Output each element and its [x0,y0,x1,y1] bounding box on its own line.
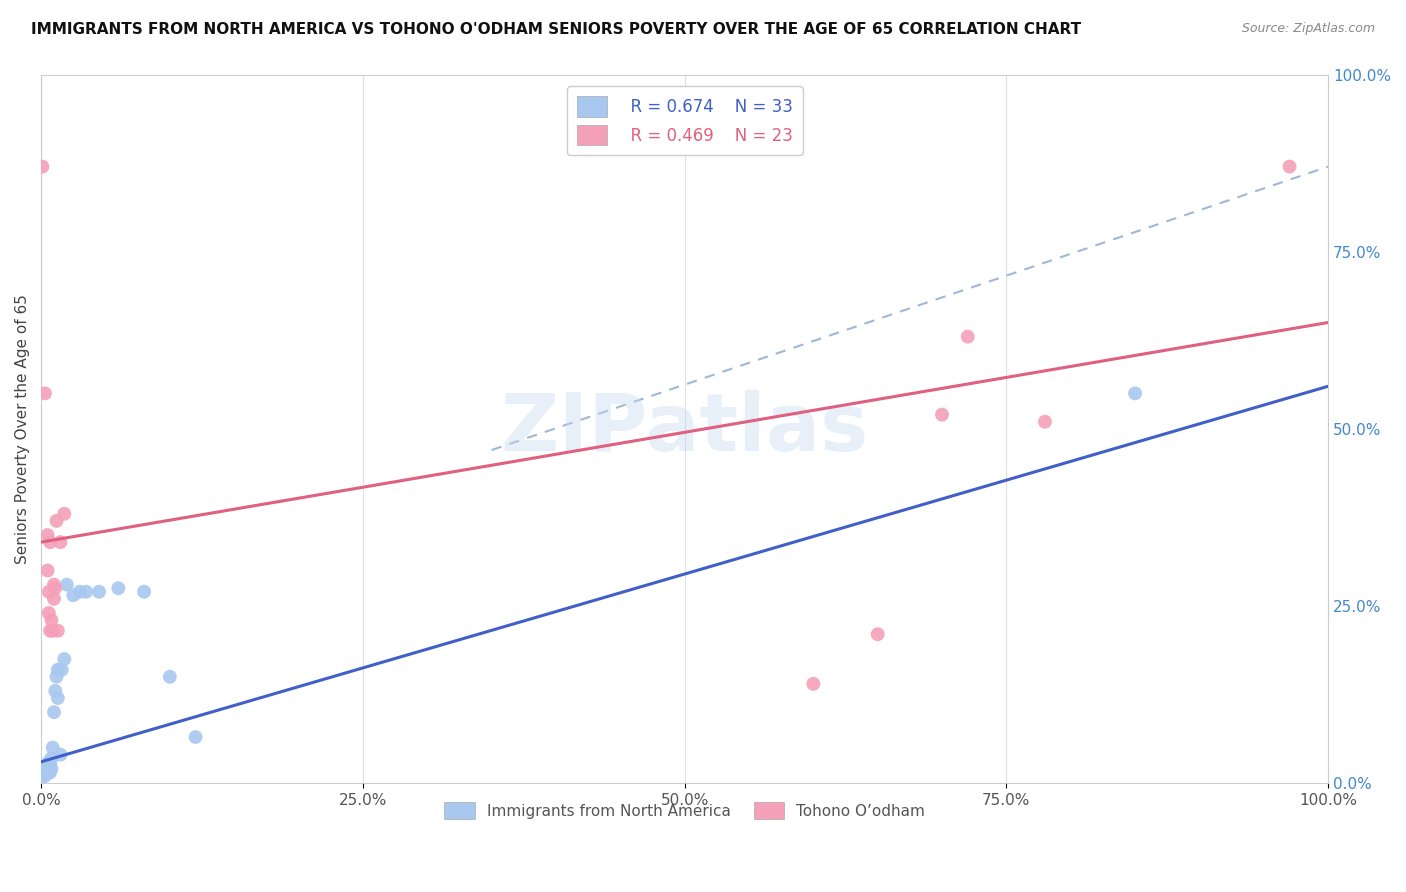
Point [1278,160,1301,174]
Point [51,663,73,677]
Point [1123,386,1146,401]
Point [49,747,72,762]
Point [159,670,181,684]
Point [53,652,76,666]
Point [45,514,67,528]
Point [866,627,889,641]
Point [39,624,62,638]
Point [801,677,824,691]
Y-axis label: Seniors Poverty Over the Age of 65: Seniors Poverty Over the Age of 65 [15,293,30,564]
Point [956,329,979,343]
Point [49,535,72,549]
Legend: Immigrants from North America, Tohono O’odham: Immigrants from North America, Tohono O’… [437,797,931,825]
Point [41,751,63,765]
Point [132,584,155,599]
Text: Source: ZipAtlas.com: Source: ZipAtlas.com [1241,22,1375,36]
Point [1033,415,1056,429]
Point [931,408,953,422]
Point [39,756,62,771]
Point [41,762,63,776]
Point [41,613,63,627]
Point [44,684,66,698]
Point [37,758,59,772]
Point [46,691,69,706]
Point [37,564,59,578]
Point [42,705,65,719]
Point [53,507,76,521]
Point [34,764,56,778]
Point [35,762,58,776]
Point [62,588,84,602]
Point [34,386,56,401]
Point [46,624,69,638]
Point [41,740,63,755]
Point [37,528,59,542]
Point [46,663,69,677]
Point [69,584,91,599]
Point [38,584,60,599]
Point [32,765,55,780]
Point [107,581,129,595]
Point [31,160,53,174]
Point [184,730,207,744]
Point [38,606,60,620]
Text: ZIPatlas: ZIPatlas [501,390,869,467]
Point [44,581,66,595]
Point [39,535,62,549]
Point [75,584,97,599]
Point [31,769,53,783]
Point [34,769,56,783]
Point [37,765,59,780]
Point [38,760,60,774]
Point [32,762,55,776]
Point [45,670,67,684]
Point [42,577,65,591]
Point [38,755,60,769]
Point [39,765,62,780]
Point [87,584,110,599]
Point [42,591,65,606]
Point [41,624,63,638]
Point [56,577,79,591]
Text: IMMIGRANTS FROM NORTH AMERICA VS TOHONO O'ODHAM SENIORS POVERTY OVER THE AGE OF : IMMIGRANTS FROM NORTH AMERICA VS TOHONO … [31,22,1081,37]
